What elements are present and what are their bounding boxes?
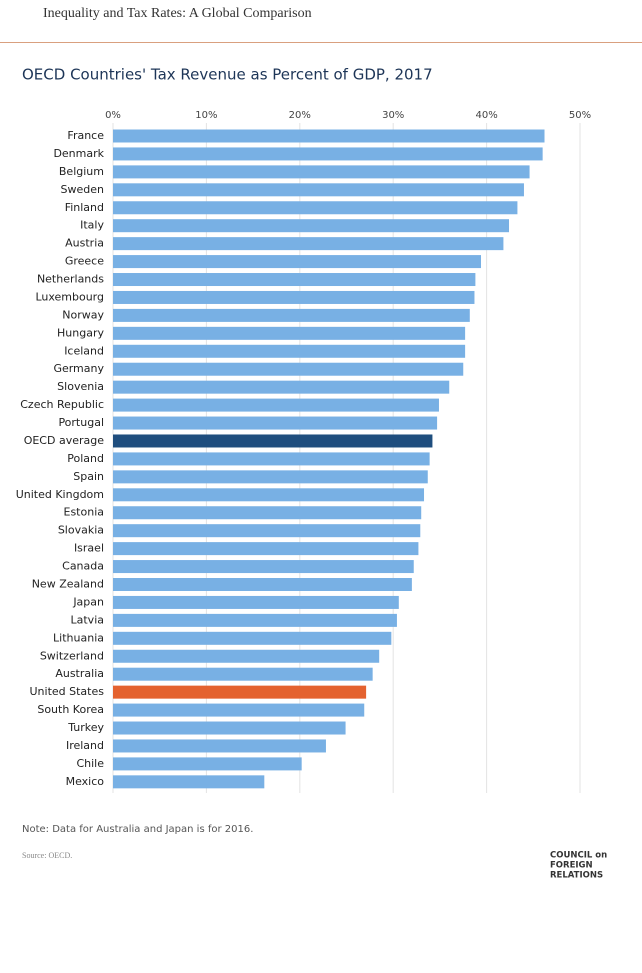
bar [113, 506, 422, 520]
x-tick-label: 30% [382, 110, 404, 121]
y-tick-label: Spain [73, 470, 104, 483]
bar [113, 398, 439, 412]
y-tick-label: Norway [62, 308, 104, 321]
y-tick-label: Czech Republic [20, 398, 104, 411]
bar [113, 452, 430, 466]
y-tick-label: United Kingdom [16, 488, 104, 501]
bar [113, 488, 425, 502]
y-tick-label: Israel [74, 542, 104, 555]
y-tick-label: Finland [65, 201, 104, 214]
y-tick-label: United States [30, 685, 105, 698]
bar [113, 165, 530, 179]
bar [113, 685, 367, 699]
bar [113, 739, 326, 753]
y-tick-label: Italy [80, 219, 104, 232]
bar [113, 470, 428, 484]
x-tick-label: 0% [105, 110, 121, 121]
page-title: Inequality and Tax Rates: A Global Compa… [43, 6, 312, 21]
bar [113, 219, 510, 233]
y-tick-label: Denmark [53, 147, 104, 160]
bar [113, 380, 450, 394]
y-tick-label: Poland [67, 452, 104, 465]
y-tick-label: Turkey [67, 721, 104, 734]
bar [113, 775, 265, 789]
y-tick-label: Switzerland [40, 649, 104, 662]
bar [113, 649, 380, 663]
bar [113, 201, 518, 215]
bar [113, 542, 419, 556]
bar [113, 721, 346, 735]
y-tick-label: Japan [72, 595, 104, 608]
note: Note: Data for Australia and Japan is fo… [22, 824, 253, 835]
bar [113, 631, 392, 645]
bar [113, 703, 365, 717]
y-tick-label: Mexico [66, 775, 105, 788]
bar [113, 578, 412, 591]
y-tick-label: New Zealand [32, 578, 104, 591]
bar [113, 237, 504, 251]
y-tick-label: France [67, 129, 104, 142]
chart-title: OECD Countries' Tax Revenue as Percent o… [22, 66, 433, 84]
bar [113, 183, 524, 197]
source: Source: OECD. [22, 851, 72, 860]
y-tick-label: Greece [65, 255, 104, 268]
bar [113, 129, 545, 143]
bar [113, 344, 466, 358]
y-tick-label: Slovakia [58, 524, 104, 537]
y-tick-label: Austria [65, 237, 104, 250]
x-tick-label: 50% [569, 110, 591, 121]
bar [113, 255, 481, 269]
x-tick-label: 20% [289, 110, 311, 121]
bar [113, 613, 397, 627]
bar [113, 308, 470, 322]
bar [113, 326, 466, 340]
bar [113, 362, 464, 376]
y-tick-label: Portugal [58, 416, 104, 429]
y-tick-label: Sweden [61, 183, 104, 196]
y-tick-label: Lithuania [53, 631, 104, 644]
y-tick-label: Canada [62, 560, 104, 573]
bar [113, 667, 373, 681]
logo: COUNCIL on [550, 851, 607, 861]
y-tick-label: Australia [55, 667, 104, 680]
y-tick-label: Chile [76, 757, 104, 770]
y-tick-label: Belgium [59, 165, 104, 178]
header: Inequality and Tax Rates: A Global Compa… [0, 0, 642, 43]
logo: RELATIONS [550, 871, 603, 881]
y-tick-label: Luxembourg [35, 290, 104, 303]
bar [113, 560, 414, 574]
bar [113, 147, 543, 161]
logo: FOREIGN [550, 861, 593, 871]
y-tick-label: Latvia [71, 613, 105, 626]
bar [113, 416, 438, 430]
bar [113, 757, 302, 771]
bar [113, 290, 475, 304]
y-tick-label: Estonia [64, 506, 105, 519]
y-tick-label: Netherlands [37, 273, 104, 286]
y-tick-label: Germany [53, 362, 104, 375]
x-tick-label: 40% [475, 110, 497, 121]
y-tick-label: Iceland [64, 344, 104, 357]
bar [113, 434, 433, 448]
x-tick-label: 10% [195, 110, 217, 121]
y-tick-label: Hungary [57, 326, 104, 339]
y-tick-label: South Korea [37, 703, 104, 716]
y-tick-label: OECD average [24, 434, 105, 447]
bar [113, 524, 421, 538]
y-tick-label: Ireland [66, 739, 104, 752]
bar [113, 273, 476, 287]
bar [113, 595, 399, 609]
y-tick-label: Slovenia [57, 380, 104, 393]
chart: OECD Countries' Tax Revenue as Percent o… [16, 66, 607, 881]
